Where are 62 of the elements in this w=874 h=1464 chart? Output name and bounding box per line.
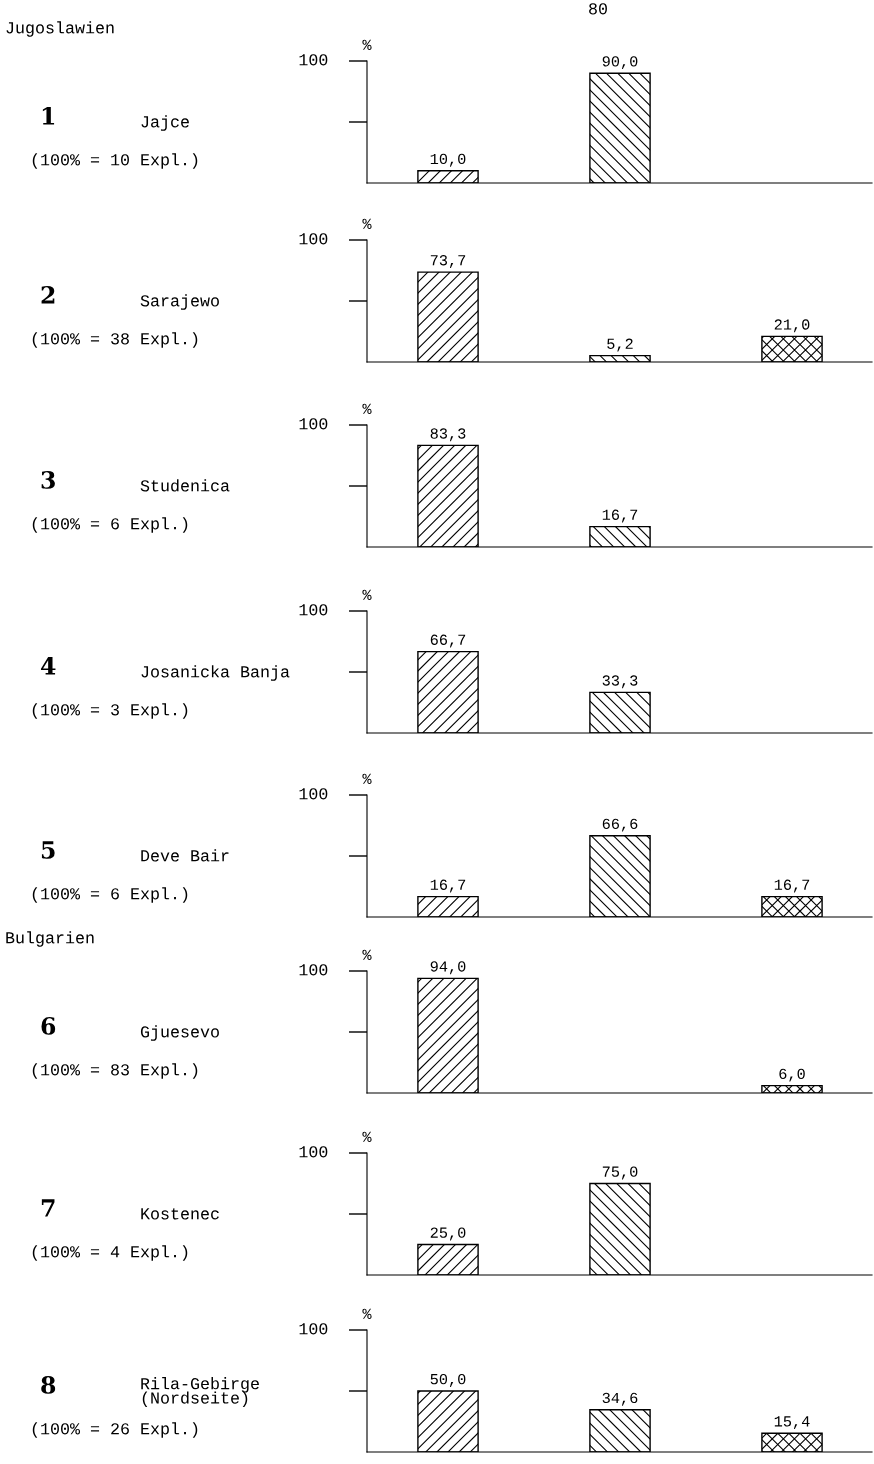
text: 8 bbox=[41, 1375, 56, 1394]
text: 4 bbox=[40, 656, 56, 675]
data-label: 66,6 bbox=[602, 818, 638, 832]
text: Gjuesevo bbox=[140, 1025, 219, 1041]
data-label: 10,0 bbox=[430, 153, 466, 167]
data-label: 25,0 bbox=[430, 1227, 466, 1241]
text: 80 bbox=[589, 3, 607, 15]
text: Jugoslawien bbox=[6, 21, 114, 37]
text: Rila-Gebirge (Nordseite) bbox=[141, 1377, 259, 1407]
text: (100% = 3 Expl.) bbox=[32, 703, 188, 719]
text: (100% = 6 Expl.) bbox=[32, 517, 188, 533]
y-axis-title: % bbox=[362, 1131, 372, 1142]
data-label: 5,2 bbox=[607, 338, 633, 352]
data-label: 94,0 bbox=[430, 961, 466, 975]
data-label: 50,0 bbox=[430, 1373, 466, 1387]
text: 6 bbox=[41, 1016, 56, 1035]
text: Jajce bbox=[141, 115, 189, 131]
y-axis-title: % bbox=[362, 218, 372, 229]
data-label: 34,6 bbox=[602, 1392, 638, 1406]
ref-line-label: 100 bbox=[299, 604, 328, 616]
data-label: 75,0 bbox=[602, 1166, 638, 1180]
data-label: 15,4 bbox=[774, 1416, 810, 1430]
text: 3 bbox=[41, 470, 55, 489]
data-label: 66,7 bbox=[430, 634, 466, 648]
text: (100% = 10 Expl.) bbox=[32, 153, 198, 169]
data-label: 16,7 bbox=[430, 879, 466, 893]
text: 1 bbox=[42, 106, 55, 125]
text: (100% = 26 Expl.) bbox=[32, 1422, 198, 1438]
data-label: 73,7 bbox=[430, 255, 466, 268]
ref-line-label: 100 bbox=[299, 233, 328, 245]
text: 2 bbox=[41, 285, 55, 304]
ref-line-label: 100 bbox=[299, 964, 328, 976]
data-label: 16,7 bbox=[602, 509, 638, 523]
text: Sarajewo bbox=[140, 294, 219, 310]
ref-line-label: 100 bbox=[299, 1323, 328, 1335]
y-axis-title: % bbox=[362, 589, 372, 600]
text: (100% = 6 Expl.) bbox=[32, 887, 188, 903]
data-label: 90,0 bbox=[602, 56, 638, 70]
data-label: 83,3 bbox=[430, 428, 466, 442]
y-axis-title: % bbox=[362, 403, 372, 414]
data-label: 16,7 bbox=[774, 879, 810, 893]
y-axis-title: % bbox=[362, 773, 372, 784]
text: 7 bbox=[41, 1199, 55, 1217]
text: Studenica bbox=[140, 479, 230, 492]
data-label: 33,3 bbox=[602, 675, 638, 689]
text: (100% = 4 Expl.) bbox=[32, 1245, 188, 1261]
text: Deve Bair bbox=[141, 849, 229, 862]
y-axis-title: % bbox=[362, 949, 372, 960]
y-axis-title: % bbox=[362, 39, 372, 50]
ref-line-label: 100 bbox=[299, 1146, 328, 1158]
text: (100% = 38 Expl.) bbox=[32, 332, 198, 348]
text: 5 bbox=[41, 841, 55, 859]
text: Josanicka Banja bbox=[141, 665, 290, 681]
text: (100% = 83 Expl.) bbox=[32, 1063, 198, 1079]
data-label: 21,0 bbox=[774, 319, 810, 333]
data-label: 6,0 bbox=[779, 1068, 805, 1082]
y-axis-title: % bbox=[362, 1308, 372, 1319]
ref-line-label: 100 bbox=[299, 418, 328, 430]
ref-line-label: 100 bbox=[299, 54, 328, 66]
text: Kostenec bbox=[141, 1208, 219, 1220]
text: Bulgarien bbox=[6, 931, 94, 947]
ref-line-label: 100 bbox=[299, 788, 328, 800]
